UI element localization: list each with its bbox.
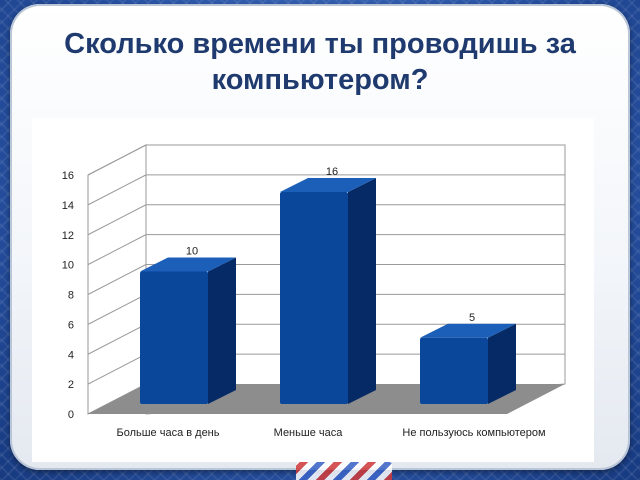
bar-top (280, 178, 376, 192)
gridline-side (87, 353, 147, 385)
y-tick-label: 0 (68, 409, 74, 421)
y-axis-ticks: 0 2 4 6 8 10 12 14 16 (62, 170, 74, 421)
y-tick-label: 16 (62, 170, 74, 182)
chart-canvas: 0 2 4 6 8 10 12 14 16 10 16 5 Больше часа в день Ме… (62, 144, 566, 439)
gridline-side (87, 174, 147, 206)
bars (140, 178, 516, 404)
gridline-side (87, 204, 147, 236)
bar (280, 192, 348, 404)
bar-side (488, 323, 516, 404)
data-label: 5 (469, 312, 475, 324)
gridline-side (87, 293, 147, 325)
y-tick-label: 10 (62, 260, 74, 272)
slide-title: Сколько времени ты проводишь за компьюте… (64, 28, 576, 96)
gridline-side (87, 323, 147, 355)
bar (420, 337, 488, 404)
bar-side (208, 257, 236, 404)
data-labels: 10 16 5 (186, 166, 475, 324)
y-tick-label: 2 (68, 379, 74, 391)
y-tick-label: 12 (62, 230, 74, 242)
envelope-decoration (296, 462, 392, 480)
gridline-side (87, 234, 147, 266)
bar-top (140, 257, 236, 272)
bar (140, 271, 208, 404)
category-label: Меньше часа (274, 427, 344, 439)
y-tick-label: 8 (68, 290, 74, 302)
bar-side (348, 178, 376, 404)
y-tick-label: 14 (62, 200, 74, 212)
category-label: Не пользуюсь компьютером (402, 427, 545, 439)
gridline-side (87, 264, 147, 295)
bar-top (420, 323, 516, 338)
gridline-side (87, 144, 147, 176)
x-axis-categories: Больше часа в день Меньше часа Не пользуюс… (116, 427, 545, 439)
category-label: Больше часа в день (116, 427, 219, 439)
y-tick-label: 6 (68, 319, 74, 331)
y-tick-label: 4 (68, 349, 74, 361)
data-label: 16 (326, 166, 338, 178)
data-label: 10 (186, 246, 198, 258)
bar-chart: 0 2 4 6 8 10 12 14 16 10 16 5 Больше часа в день Ме… (32, 118, 594, 462)
